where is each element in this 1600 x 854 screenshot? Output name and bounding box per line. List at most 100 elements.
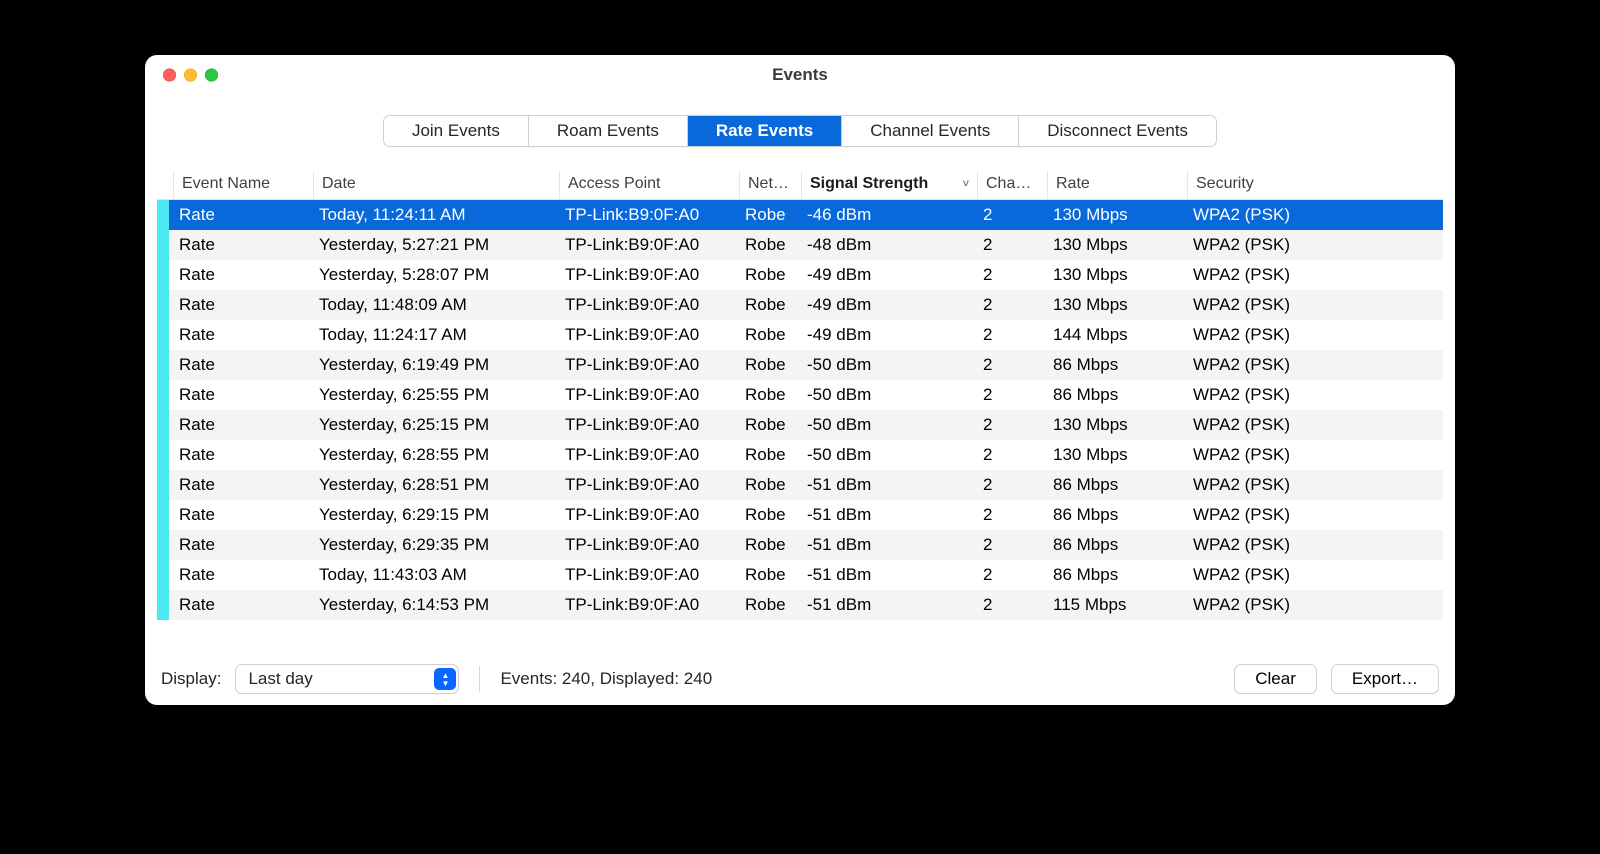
cell-ap: TP-Link:B9:0F:A0 [557,325,737,345]
cell-chan: 2 [975,295,1045,315]
cell-chan: 2 [975,385,1045,405]
cell-net: Robe [737,235,799,255]
cell-net: Robe [737,265,799,285]
cell-rate: 130 Mbps [1045,265,1185,285]
cell-sec: WPA2 (PSK) [1185,565,1443,585]
table-row[interactable]: RateYesterday, 6:29:15 PMTP-Link:B9:0F:A… [157,500,1443,530]
column-header-date[interactable]: Date [314,171,560,199]
row-color-indicator [157,500,169,530]
column-header-rate[interactable]: Rate [1048,171,1188,199]
cell-date: Today, 11:24:11 AM [311,205,557,225]
cell-chan: 2 [975,565,1045,585]
cell-net: Robe [737,565,799,585]
table-row[interactable]: RateYesterday, 5:27:21 PMTP-Link:B9:0F:A… [157,230,1443,260]
table-row[interactable]: RateToday, 11:24:11 AMTP-Link:B9:0F:A0Ro… [157,200,1443,230]
cell-date: Today, 11:48:09 AM [311,295,557,315]
traffic-lights [163,69,218,82]
events-table: Event NameDateAccess PointNet…Signal Str… [157,171,1443,653]
cell-date: Yesterday, 6:29:15 PM [311,505,557,525]
row-color-indicator [157,200,169,230]
cell-sec: WPA2 (PSK) [1185,505,1443,525]
table-row[interactable]: RateYesterday, 6:28:51 PMTP-Link:B9:0F:A… [157,470,1443,500]
table-row[interactable]: RateYesterday, 6:28:55 PMTP-Link:B9:0F:A… [157,440,1443,470]
cell-chan: 2 [975,415,1045,435]
cell-sig: -49 dBm [799,325,975,345]
table-row[interactable]: RateYesterday, 6:29:35 PMTP-Link:B9:0F:A… [157,530,1443,560]
cell-rate: 86 Mbps [1045,475,1185,495]
cell-sig: -51 dBm [799,595,975,615]
column-header-chan[interactable]: Cha… [978,171,1048,199]
cell-name: Rate [171,295,311,315]
cell-name: Rate [171,595,311,615]
row-color-indicator [157,290,169,320]
cell-chan: 2 [975,475,1045,495]
cell-rate: 86 Mbps [1045,355,1185,375]
minimize-icon[interactable] [184,69,197,82]
table-body[interactable]: RateToday, 11:24:11 AMTP-Link:B9:0F:A0Ro… [157,200,1443,653]
table-row[interactable]: RateToday, 11:24:17 AMTP-Link:B9:0F:A0Ro… [157,320,1443,350]
zoom-icon[interactable] [205,69,218,82]
row-color-indicator [157,470,169,500]
cell-chan: 2 [975,325,1045,345]
export-button[interactable]: Export… [1331,664,1439,694]
cell-sec: WPA2 (PSK) [1185,355,1443,375]
cell-sig: -50 dBm [799,355,975,375]
table-row[interactable]: RateYesterday, 6:14:53 PMTP-Link:B9:0F:A… [157,590,1443,620]
cell-net: Robe [737,205,799,225]
cell-ap: TP-Link:B9:0F:A0 [557,295,737,315]
cell-ap: TP-Link:B9:0F:A0 [557,565,737,585]
table-row[interactable]: RateYesterday, 6:25:15 PMTP-Link:B9:0F:A… [157,410,1443,440]
tab-rate-events[interactable]: Rate Events [688,116,842,146]
cell-chan: 2 [975,235,1045,255]
cell-sec: WPA2 (PSK) [1185,445,1443,465]
cell-net: Robe [737,415,799,435]
tab-join-events[interactable]: Join Events [384,116,529,146]
cell-rate: 144 Mbps [1045,325,1185,345]
column-header-ap[interactable]: Access Point [560,171,740,199]
row-color-indicator [157,230,169,260]
cell-name: Rate [171,325,311,345]
cell-sig: -51 dBm [799,475,975,495]
cell-rate: 130 Mbps [1045,205,1185,225]
table-row[interactable]: RateYesterday, 6:25:55 PMTP-Link:B9:0F:A… [157,380,1443,410]
column-header-net[interactable]: Net… [740,171,802,199]
cell-sec: WPA2 (PSK) [1185,385,1443,405]
cell-name: Rate [171,265,311,285]
cell-net: Robe [737,385,799,405]
table-row[interactable]: RateYesterday, 5:28:07 PMTP-Link:B9:0F:A… [157,260,1443,290]
cell-rate: 115 Mbps [1045,595,1185,615]
cell-sec: WPA2 (PSK) [1185,475,1443,495]
row-color-indicator [157,530,169,560]
events-window: Events Join EventsRoam EventsRate Events… [145,55,1455,705]
cell-sig: -49 dBm [799,265,975,285]
cell-sig: -49 dBm [799,295,975,315]
cell-sec: WPA2 (PSK) [1185,235,1443,255]
close-icon[interactable] [163,69,176,82]
cell-date: Yesterday, 6:25:55 PM [311,385,557,405]
tab-disconnect-events[interactable]: Disconnect Events [1019,116,1216,146]
table-row[interactable]: RateToday, 11:48:09 AMTP-Link:B9:0F:A0Ro… [157,290,1443,320]
cell-net: Robe [737,295,799,315]
column-header-name[interactable]: Event Name [174,171,314,199]
display-range-select[interactable]: Last day ▲▼ [235,664,459,694]
cell-sec: WPA2 (PSK) [1185,205,1443,225]
clear-button[interactable]: Clear [1234,664,1317,694]
column-header-sec[interactable]: Security [1188,171,1443,199]
column-header-sig[interactable]: Signal Strength˅ [802,171,978,199]
cell-ap: TP-Link:B9:0F:A0 [557,445,737,465]
cell-sec: WPA2 (PSK) [1185,415,1443,435]
tab-channel-events[interactable]: Channel Events [842,116,1019,146]
cell-chan: 2 [975,445,1045,465]
table-row[interactable]: RateToday, 11:43:03 AMTP-Link:B9:0F:A0Ro… [157,560,1443,590]
cell-name: Rate [171,475,311,495]
cell-sig: -48 dBm [799,235,975,255]
row-color-indicator [157,410,169,440]
cell-net: Robe [737,595,799,615]
table-row[interactable]: RateYesterday, 6:19:49 PMTP-Link:B9:0F:A… [157,350,1443,380]
footer: Display: Last day ▲▼ Events: 240, Displa… [145,653,1455,705]
tab-roam-events[interactable]: Roam Events [529,116,688,146]
cell-sig: -51 dBm [799,535,975,555]
cell-sig: -50 dBm [799,445,975,465]
cell-rate: 86 Mbps [1045,565,1185,585]
cell-date: Today, 11:24:17 AM [311,325,557,345]
